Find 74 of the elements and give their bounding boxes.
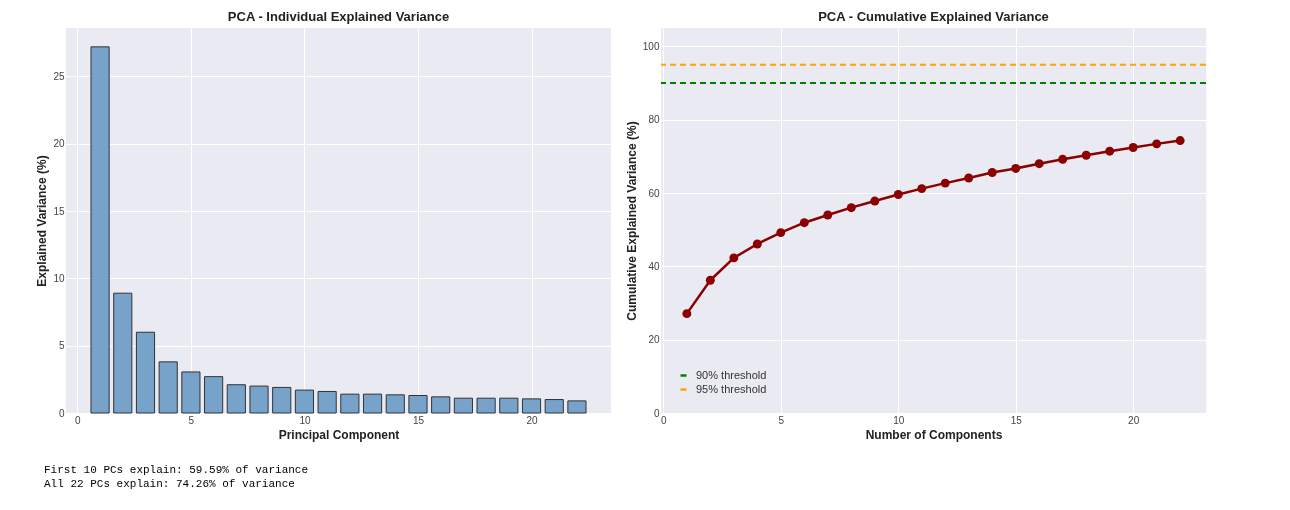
x-tick-label: 15 (1010, 414, 1023, 426)
x-tick-label: 10 (299, 414, 311, 426)
point (729, 253, 739, 263)
x-axis-title: Principal Component (278, 427, 400, 442)
legend-label: 90% threshold (696, 368, 767, 381)
point (987, 168, 997, 177)
point (846, 203, 856, 213)
point (917, 184, 927, 194)
point (682, 309, 692, 319)
point (1081, 150, 1091, 160)
point (705, 275, 715, 285)
point (1011, 163, 1021, 173)
x-tick-label: 10 (893, 414, 905, 426)
bar (362, 393, 383, 414)
y-axis-title: Cumulative Explained Variance (%) (624, 121, 639, 321)
bar (113, 292, 133, 414)
bar (408, 395, 428, 414)
text: All 22 PCs explain: 74.26% of variance (44, 478, 295, 490)
point (1128, 143, 1138, 152)
x-tick-label: 0 (75, 414, 82, 426)
bar (249, 385, 269, 414)
bar (158, 361, 178, 414)
y-tick-label: 15 (53, 205, 65, 217)
point (1034, 159, 1044, 169)
y-tick-label: 5 (58, 340, 65, 352)
y-tick-label: 25 (53, 70, 65, 82)
bar (204, 376, 224, 414)
bar (135, 331, 156, 414)
bar (294, 389, 315, 414)
point (752, 239, 762, 249)
y-axis-title: Explained Variance (%) (35, 155, 50, 287)
point (870, 196, 880, 206)
point (893, 190, 903, 199)
bar (90, 46, 110, 414)
chart-title: PCA - Cumulative Explained Variance (818, 9, 1049, 24)
point (964, 173, 974, 183)
legend-label: 95% threshold (696, 382, 767, 395)
bar (544, 399, 564, 414)
y-tick-label: 10 (53, 272, 65, 284)
bar (272, 386, 292, 414)
point (1152, 139, 1162, 149)
x-tick-label: 5 (188, 414, 195, 426)
chart-title: PCA - Individual Explained Variance (227, 9, 450, 24)
point (776, 228, 786, 238)
y-tick-label: 60 (648, 187, 660, 199)
point (799, 218, 809, 228)
x-tick-label: 20 (1128, 414, 1140, 426)
bar (317, 390, 337, 414)
bar (476, 397, 496, 414)
point (1105, 146, 1115, 156)
y-tick-label: 80 (648, 114, 660, 126)
x-tick-label: 15 (412, 414, 425, 426)
y-tick-label: 40 (648, 260, 660, 272)
bar (181, 371, 201, 414)
y-tick-label: 20 (53, 138, 65, 150)
bar (567, 400, 587, 414)
bar (431, 396, 451, 414)
bar (499, 397, 519, 414)
bar (453, 397, 473, 414)
x-axis-title: Number of Components (865, 427, 1003, 442)
bar (521, 398, 542, 414)
bar (226, 384, 246, 414)
y-tick-label: 20 (648, 334, 660, 346)
y-tick-label: 100 (642, 40, 660, 52)
point (1058, 154, 1068, 164)
point (940, 178, 950, 188)
x-tick-label: 5 (778, 414, 785, 426)
x-tick-label: 20 (526, 414, 539, 426)
text: First 10 PCs explain: 59.59% of variance (44, 464, 309, 476)
bar (340, 393, 360, 414)
point (1175, 136, 1185, 146)
x-tick-label: 0 (661, 414, 668, 426)
bar (385, 394, 405, 414)
point (823, 210, 833, 220)
